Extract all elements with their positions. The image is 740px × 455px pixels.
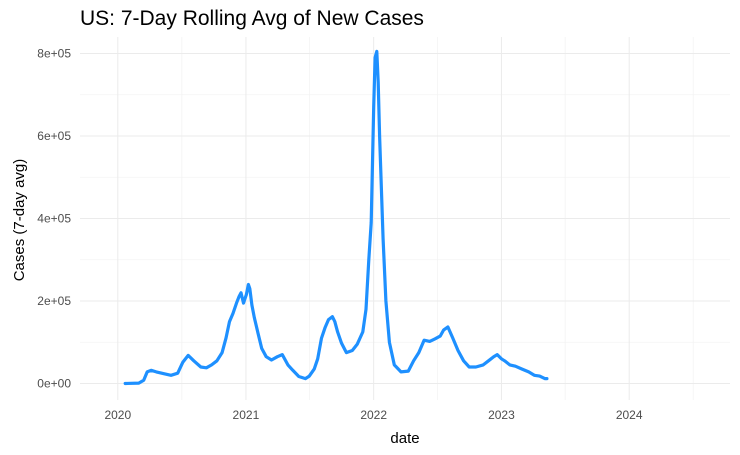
- y-tick-label: 8e+05: [37, 47, 71, 61]
- y-tick-label: 6e+05: [37, 129, 71, 143]
- x-tick-label: 2021: [233, 408, 260, 422]
- y-tick-label: 2e+05: [37, 294, 71, 308]
- x-tick-label: 2020: [104, 408, 131, 422]
- y-axis-title: Cases (7-day avg): [11, 159, 28, 282]
- series-line: [123, 49, 549, 386]
- y-tick-label: 4e+05: [37, 212, 71, 226]
- x-tick-label: 2022: [360, 408, 387, 422]
- chart-title: US: 7-Day Rolling Avg of New Cases: [80, 7, 424, 30]
- x-tick-label: 2024: [616, 408, 643, 422]
- x-tick-label: 2023: [488, 408, 515, 422]
- x-tick-labels: 2020 2021 2022 2023 2024: [104, 408, 642, 422]
- y-tick-label: 0e+00: [37, 377, 71, 391]
- major-gridlines: [80, 37, 730, 400]
- x-axis-title: date: [390, 430, 419, 447]
- series-layer: [123, 49, 549, 386]
- y-tick-labels: 0e+00 2e+05 4e+05 6e+05 8e+05: [37, 47, 71, 391]
